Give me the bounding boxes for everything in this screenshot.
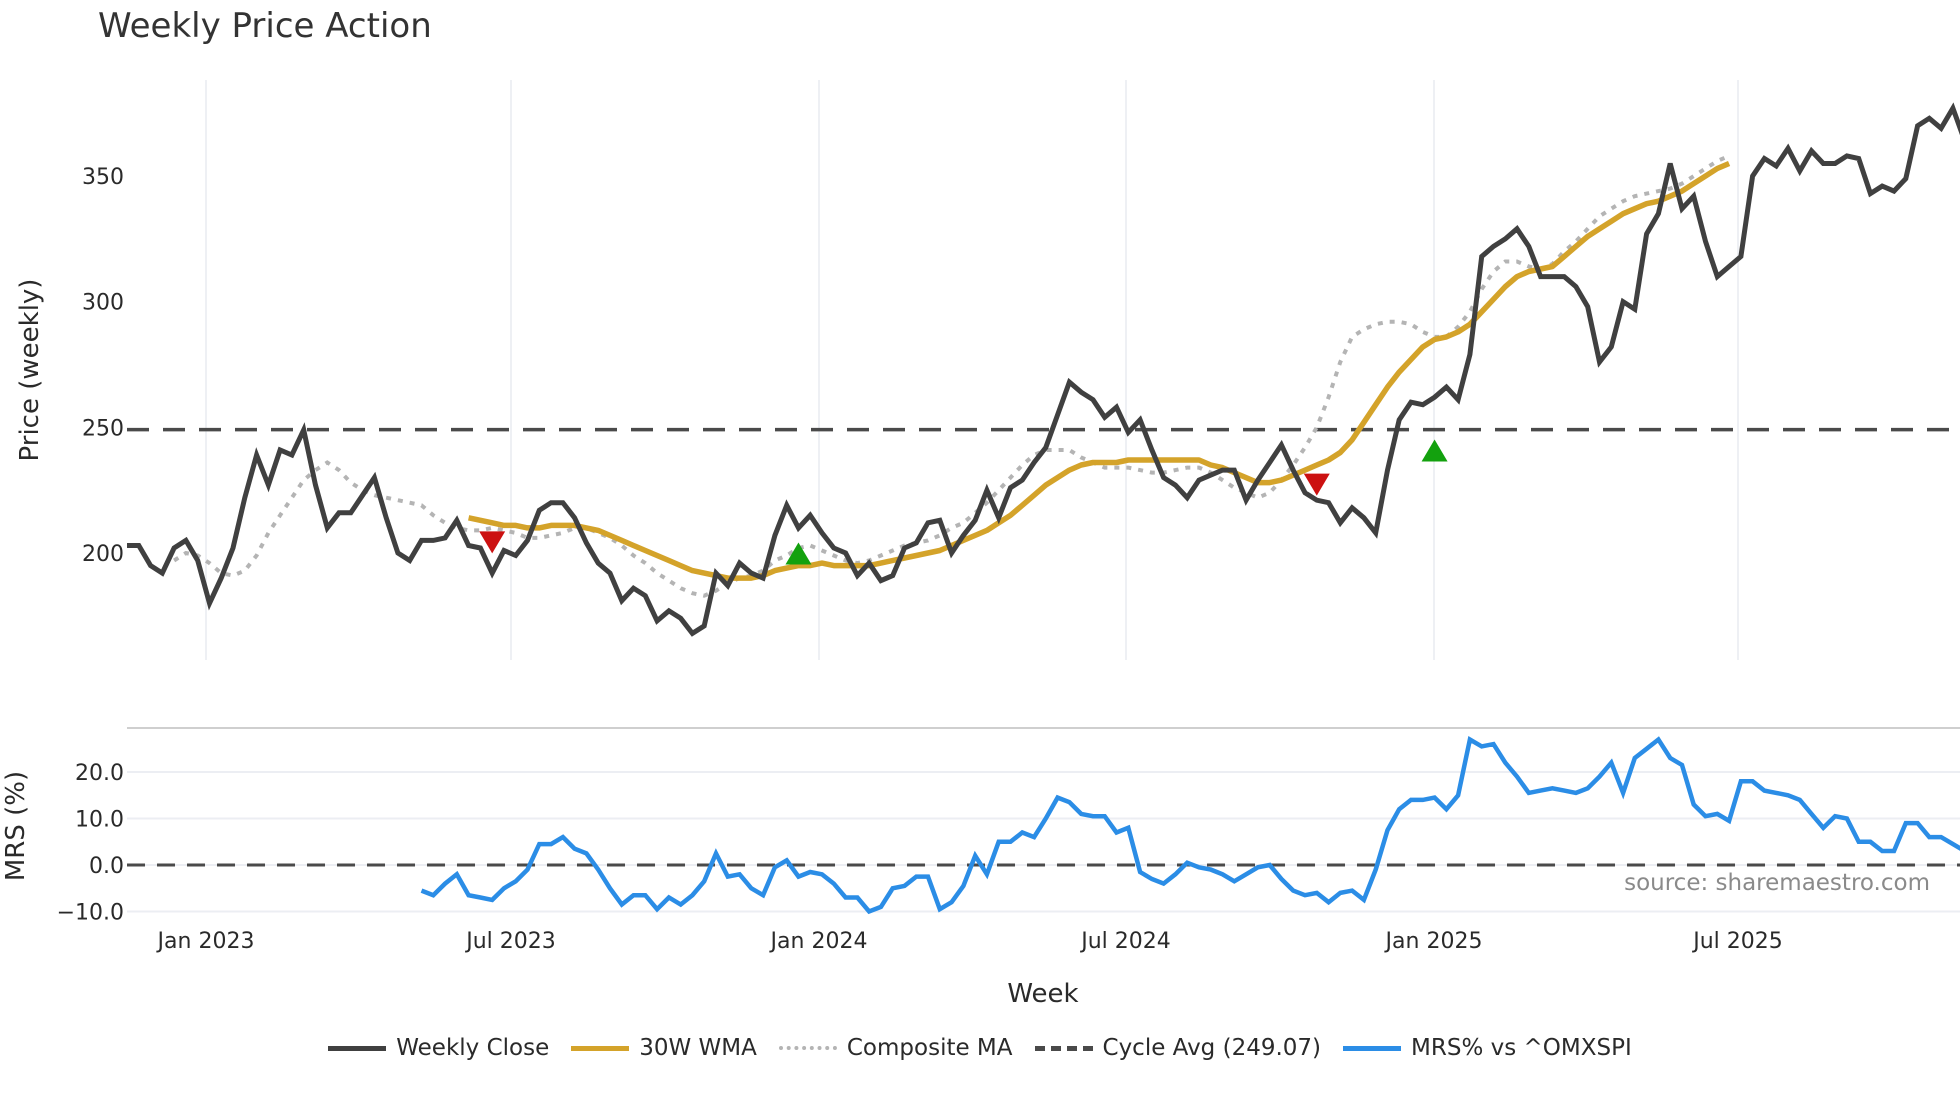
mrs-y-tick-label: 20.0 [75,761,124,786]
legend-item[interactable]: 30W WMA [571,1035,757,1061]
source-note: source: sharemaestro.com [1624,870,1930,896]
legend-item[interactable]: Cycle Avg (249.07) [1034,1035,1322,1061]
price-y-tick-label: 300 [82,291,124,316]
price-y-axis-title: Price (weekly) [15,279,45,462]
sell-signal-icon [1303,473,1330,496]
price-y-tick-label: 350 [82,165,124,190]
price-y-ticks: 200 250 300 350 [82,165,124,567]
price-y-tick-label: 200 [82,542,124,567]
legend-label: 30W WMA [639,1035,757,1061]
x-tick-label: Jul 2023 [464,929,556,954]
x-tick-label: Jan 2025 [1384,929,1483,954]
x-axis-title: Week [1007,979,1078,1009]
legend-item[interactable]: Weekly Close [328,1035,549,1061]
legend: Weekly Close 30W WMA Composite MA Cycle Avg… [0,1035,1960,1061]
x-ticks: Jan 2023 Jul 2023 Jan 2024 Jul 2024 Jan 2025… [156,929,1783,954]
x-tick-label: Jan 2023 [156,929,255,954]
x-tick-label: Jan 2024 [769,929,868,954]
buy-signal-icon [1421,439,1448,462]
weekly-close-line [127,102,1960,637]
legend-item[interactable]: Composite MA [778,1035,1013,1061]
mrs-y-ticks: 20.0 10.0 0.0 −10.0 [57,761,124,926]
chart-title: Weekly Price Action [98,6,432,46]
legend-swatch-icon [1034,1045,1093,1051]
legend-swatch-icon [328,1045,387,1051]
x-tick-label: Jul 2025 [1691,929,1783,954]
mrs-y-tick-label: 10.0 [75,808,124,833]
mrs-line [420,735,1960,915]
legend-label: Cycle Avg (249.07) [1102,1035,1322,1061]
x-tick-label: Jul 2024 [1079,929,1171,954]
legend-swatch-icon [778,1046,837,1050]
mrs-y-tick-label: −10.0 [57,901,124,926]
mrs-y-axis-title: MRS (%) [1,771,31,881]
legend-swatch-icon [571,1045,630,1051]
legend-item[interactable]: MRS% vs ^OMXSPI [1343,1035,1632,1061]
legend-label: MRS% vs ^OMXSPI [1411,1035,1632,1061]
sell-signal-icon [479,531,506,554]
mrs-y-tick-label: 0.0 [89,854,124,879]
price-y-tick-label: 250 [82,416,124,441]
vertical-gridlines [205,80,1739,660]
composite-ma-line [173,154,1730,598]
wma-30w-line [468,160,1731,581]
signal-markers [479,439,1448,565]
legend-swatch-icon [1343,1045,1402,1051]
legend-label: Composite MA [846,1035,1013,1061]
buy-signal-icon [785,542,812,565]
legend-label: Weekly Close [396,1035,550,1061]
